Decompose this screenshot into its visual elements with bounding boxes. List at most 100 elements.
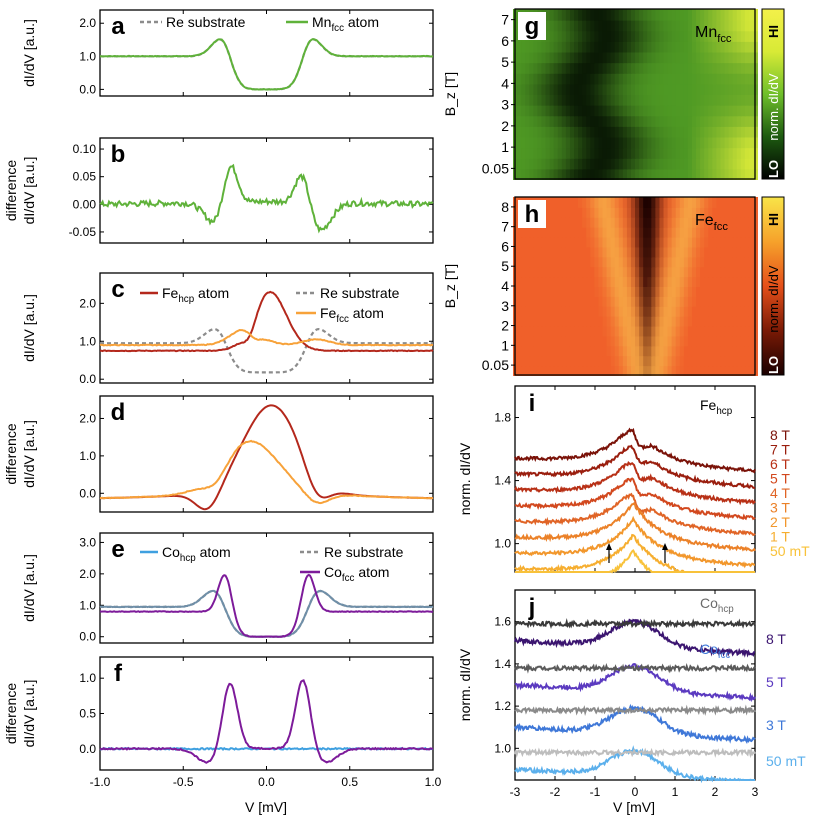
heatmap-cell <box>716 236 722 248</box>
heatmap-cell <box>663 286 669 297</box>
arrowhead-right <box>662 543 668 550</box>
heatmap-cell <box>614 104 620 117</box>
heatmap-cell <box>736 216 742 228</box>
heatmap-cell <box>561 9 567 21</box>
heatmap-cell <box>561 345 567 357</box>
heatmap-cell <box>622 147 628 159</box>
y-tick-label: 1 <box>501 139 509 155</box>
heatmap-cell <box>683 30 689 42</box>
heatmap-cell <box>687 9 693 21</box>
heatmap-cell <box>683 72 689 85</box>
heatmap-cell <box>679 286 685 297</box>
heatmap-cell <box>557 147 563 159</box>
heatmap-label: Fefcc <box>695 212 728 233</box>
heatmap-cell <box>529 236 535 248</box>
heatmap-cell <box>618 256 624 268</box>
heatmap-cell <box>748 335 754 347</box>
heatmap-cell <box>716 355 722 367</box>
heatmap-cell <box>683 104 689 117</box>
heatmap-cell <box>610 197 616 208</box>
heatmap-cell <box>602 19 608 32</box>
heatmap-cell <box>736 40 742 53</box>
heatmap-cell <box>712 206 718 218</box>
heatmap-cell <box>537 276 543 287</box>
heatmap-cell <box>606 325 612 337</box>
heatmap-cell <box>716 216 722 228</box>
heatmap-cell <box>691 104 697 117</box>
heatmap-cell <box>716 40 722 53</box>
heatmap-cell <box>525 295 531 307</box>
heatmap-cell <box>521 168 527 180</box>
heatmap-cell <box>704 157 710 170</box>
y-tick-label: 1.0 <box>79 449 96 463</box>
heatmap-cell <box>691 256 697 268</box>
heatmap-cell <box>679 40 685 53</box>
heatmap-cell <box>521 365 527 376</box>
heatmap-cell <box>582 136 588 149</box>
heatmap-cell <box>618 197 624 208</box>
heatmap-cell <box>671 147 677 159</box>
heatmap-cell <box>614 276 620 287</box>
heatmap-cell <box>614 72 620 85</box>
heatmap-cell <box>704 40 710 53</box>
heatmap-cell <box>598 335 604 347</box>
heatmap-cell <box>537 125 543 138</box>
heatmap-cell <box>696 30 702 42</box>
heatmap-cell <box>582 9 588 21</box>
heatmap-cell <box>569 365 575 376</box>
heatmap-cell <box>549 62 555 74</box>
heatmap-cell <box>622 83 628 95</box>
heatmap-cell <box>687 72 693 85</box>
heatmap-cell <box>675 256 681 268</box>
heatmap-cell <box>610 256 616 268</box>
heatmap-cell <box>724 226 730 238</box>
y-tick-label: 1.4 <box>494 474 511 488</box>
heatmap-cell <box>586 335 592 347</box>
heatmap-cell <box>582 94 588 106</box>
heatmap-cell <box>744 94 750 106</box>
heatmap-cell <box>659 325 665 337</box>
heatmap-cell <box>578 125 584 138</box>
heatmap-cell <box>630 315 636 327</box>
heatmap-cell <box>557 94 563 106</box>
heatmap-cell <box>545 197 551 208</box>
heatmap-cell <box>626 40 632 53</box>
heatmap-cell <box>517 276 523 287</box>
heatmap-cell <box>541 168 547 180</box>
heatmap-cell <box>521 94 527 106</box>
y-axis-label: dI/dV [a.u.] <box>21 19 37 87</box>
heatmap-cell <box>683 226 689 238</box>
heatmap-cell <box>635 256 641 268</box>
heatmap-cell <box>659 345 665 357</box>
heatmap-cell <box>594 72 600 85</box>
heatmap-cell <box>610 9 616 21</box>
heatmap-cell <box>683 40 689 53</box>
heatmap-cell <box>639 325 645 337</box>
heatmap-cell <box>582 51 588 64</box>
heatmap-cell <box>553 355 559 367</box>
heatmap-cell <box>610 325 616 337</box>
heatmap-cell <box>659 246 665 258</box>
heatmap-cell <box>582 104 588 117</box>
heatmap-cell <box>687 197 693 208</box>
heatmap-cell <box>724 345 730 357</box>
heatmap-cell <box>691 335 697 347</box>
heatmap-cell <box>586 94 592 106</box>
heatmap-cell <box>630 136 636 149</box>
heatmap-cell <box>561 147 567 159</box>
heatmap-cell <box>590 246 596 258</box>
heatmap-cell <box>708 315 714 327</box>
heatmap-cell <box>630 256 636 268</box>
heatmap-cell <box>748 62 754 74</box>
heatmap-cell <box>687 325 693 337</box>
heatmap-cell <box>606 125 612 138</box>
heatmap-cell <box>667 295 673 307</box>
heatmap-cell <box>667 9 673 21</box>
heatmap-cell <box>565 236 571 248</box>
heatmap-cell <box>630 157 636 170</box>
heatmap-cell <box>732 72 738 85</box>
heatmap-cell <box>582 83 588 95</box>
heatmap-cell <box>578 115 584 127</box>
heatmap-cell <box>614 147 620 159</box>
series-mn-fcc-re <box>99 163 434 234</box>
